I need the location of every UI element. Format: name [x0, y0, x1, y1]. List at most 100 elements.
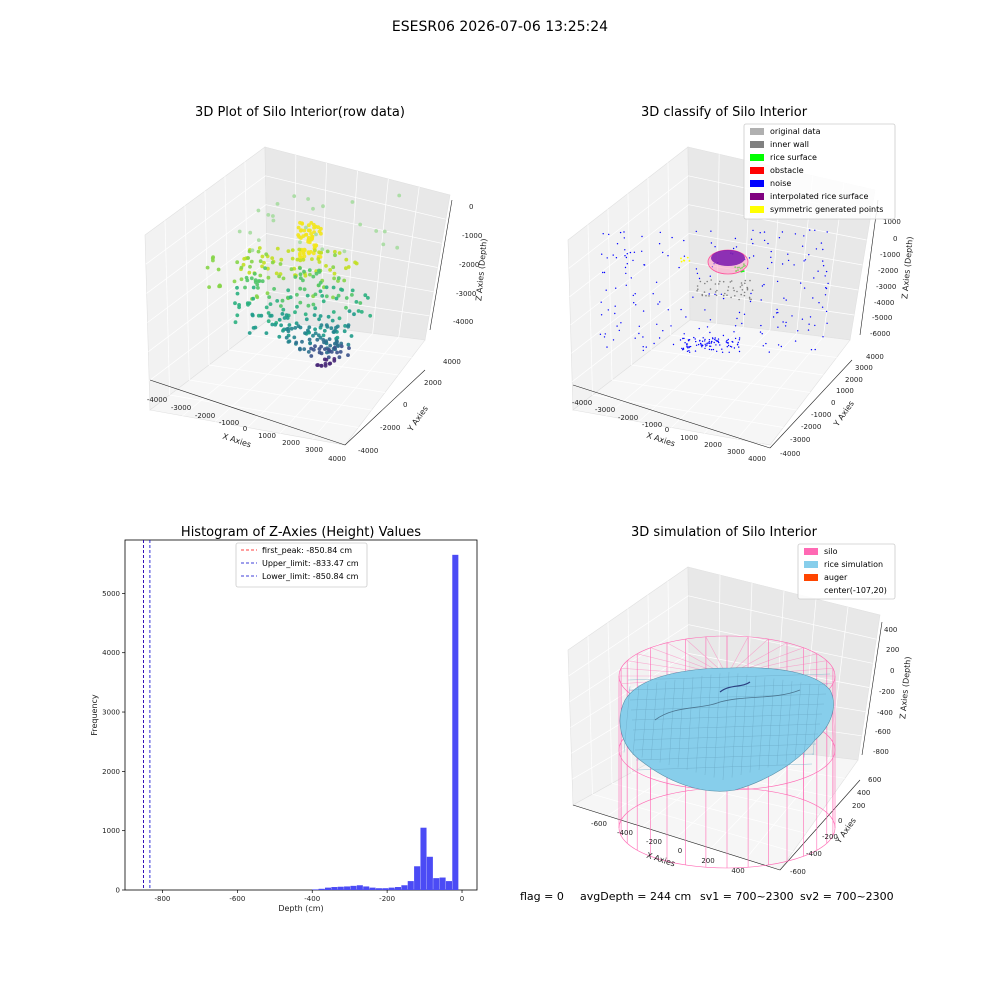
raw-point: [298, 325, 303, 330]
raw-point: [279, 304, 283, 308]
inner-wall-point: [727, 289, 729, 292]
noise-point: [685, 316, 687, 318]
noise-point: [734, 325, 737, 327]
raw-point: [257, 246, 262, 250]
raw-point: [282, 327, 286, 332]
noise-point: [706, 344, 708, 346]
raw-point: [331, 330, 336, 334]
inner-wall-point: [732, 287, 735, 289]
raw-point: [241, 262, 246, 267]
raw-point: [207, 285, 212, 289]
raw-point: [289, 326, 294, 331]
raw-point: [317, 260, 322, 264]
noise-point: [698, 277, 701, 280]
noise-point: [825, 287, 828, 290]
raw-point: [290, 256, 295, 261]
raw-xtick: -4000: [147, 396, 167, 404]
raw-point: [297, 247, 302, 252]
raw-point: [317, 317, 321, 322]
inner-wall-point: [738, 298, 740, 301]
raw-point: [324, 339, 328, 343]
raw-point: [339, 341, 344, 346]
simulation-z-ticks: 400 200 0 -200 -400 -600 -800: [873, 626, 899, 756]
histogram-y-ticks: 0 1000 2000 3000 4000 5000: [102, 590, 125, 895]
cls-ytick: 2000: [845, 376, 863, 384]
raw-point: [330, 318, 335, 323]
noise-point: [633, 251, 636, 253]
noise-point: [763, 283, 765, 286]
raw-xtick: -1000: [219, 419, 239, 427]
raw-point: [344, 296, 349, 300]
raw-point: [255, 282, 260, 287]
raw-point: [239, 277, 244, 282]
noise-point: [599, 333, 602, 335]
noise-point: [759, 232, 761, 234]
inner-wall-point: [703, 291, 706, 293]
noise-point: [719, 344, 721, 346]
noise-point: [734, 337, 737, 340]
raw-point: [277, 334, 282, 339]
cls-ztick: -5000: [872, 314, 892, 322]
raw-point: [293, 310, 297, 315]
classify-legend-swatch: [750, 128, 764, 135]
histogram-bar: [414, 866, 421, 890]
cls-ytick: 3000: [855, 364, 873, 372]
noise-point: [688, 339, 691, 341]
noise-point: [708, 341, 710, 343]
raw-point: [368, 313, 373, 318]
histogram-legend-label: Lower_limit: -850.84 cm: [262, 572, 359, 581]
sim-ztick: 0: [890, 667, 894, 675]
raw-point: [302, 228, 307, 233]
noise-point: [733, 331, 735, 333]
histogram-bar: [331, 887, 338, 890]
noise-point: [623, 237, 625, 239]
raw-point: [321, 333, 326, 338]
histogram-plot-area: [124, 539, 478, 891]
raw-point: [311, 274, 316, 279]
raw-point: [328, 343, 333, 348]
noise-point: [688, 350, 690, 352]
classify-3d-panel: 3D classify of Silo Interior -4000 -3000…: [567, 105, 915, 463]
raw-z-ticks: 0 -1000 -2000 -3000 -4000: [453, 203, 482, 326]
noise-point: [791, 315, 793, 317]
noise-point: [634, 337, 636, 339]
raw-point: [259, 313, 264, 318]
noise-point: [608, 233, 610, 236]
inner-wall-point: [751, 289, 754, 292]
noise-point: [635, 304, 637, 306]
noise-point: [603, 271, 606, 274]
raw-point: [326, 355, 331, 360]
raw-point: [320, 294, 325, 298]
inner-wall-point: [727, 286, 730, 288]
inner-wall-point: [749, 279, 751, 282]
raw-point: [242, 257, 247, 261]
raw-point: [246, 302, 250, 307]
raw-ztick: -4000: [453, 318, 473, 326]
noise-point: [709, 345, 711, 347]
raw-point: [298, 240, 302, 245]
raw-point: [270, 322, 275, 327]
cls-xtick: -4000: [572, 399, 592, 407]
raw-point: [205, 265, 210, 270]
histogram-ytick: 2000: [102, 768, 120, 776]
noise-point: [809, 229, 811, 231]
raw-point: [314, 271, 319, 276]
noise-point: [794, 233, 797, 235]
noise-point: [722, 297, 725, 300]
noise-point: [722, 334, 725, 337]
noise-point: [641, 235, 643, 238]
inner-wall-point: [739, 286, 742, 288]
raw-y-ticks: -4000 -2000 0 2000 4000: [358, 358, 461, 455]
raw-point: [336, 293, 341, 298]
raw-point: [252, 271, 257, 276]
noise-point: [801, 318, 804, 320]
raw-point: [279, 323, 283, 328]
raw-point: [322, 328, 327, 333]
histogram-legend-label: first_peak: -850.84 cm: [262, 546, 352, 555]
raw-point: [350, 288, 355, 293]
inner-wall-point: [724, 292, 726, 295]
histogram-bar: [337, 886, 344, 890]
noise-point: [785, 299, 787, 301]
noise-point: [615, 287, 617, 289]
raw-xtick: -2000: [195, 412, 215, 420]
